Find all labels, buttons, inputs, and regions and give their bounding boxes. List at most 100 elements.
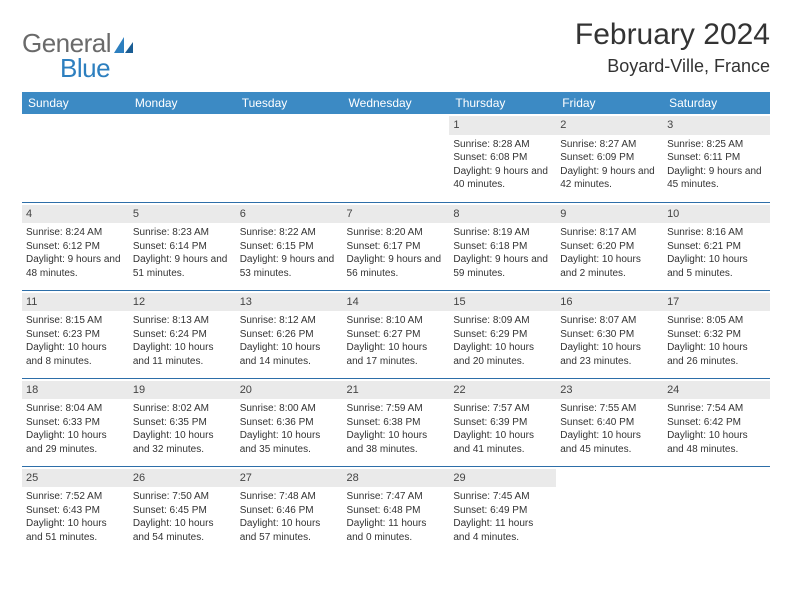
day-number: 2 xyxy=(556,116,663,135)
calendar-day-cell: 2Sunrise: 8:27 AMSunset: 6:09 PMDaylight… xyxy=(556,114,663,202)
sunset-text: Sunset: 6:12 PM xyxy=(26,240,125,254)
sunset-text: Sunset: 6:24 PM xyxy=(133,328,232,342)
sunrise-text: Sunrise: 8:24 AM xyxy=(26,226,125,240)
calendar-day-cell: 21Sunrise: 7:59 AMSunset: 6:38 PMDayligh… xyxy=(343,378,450,466)
day-number: 15 xyxy=(449,293,556,312)
day-number: 29 xyxy=(449,469,556,488)
day-number: 3 xyxy=(663,116,770,135)
sunset-text: Sunset: 6:11 PM xyxy=(667,151,766,165)
daylight-text: Daylight: 11 hours and 4 minutes. xyxy=(453,517,552,544)
daylight-text: Daylight: 10 hours and 29 minutes. xyxy=(26,429,125,456)
weekday-header: Monday xyxy=(129,92,236,114)
day-number: 19 xyxy=(129,381,236,400)
sunset-text: Sunset: 6:43 PM xyxy=(26,504,125,518)
daylight-text: Daylight: 10 hours and 8 minutes. xyxy=(26,341,125,368)
calendar-day-cell: 14Sunrise: 8:10 AMSunset: 6:27 PMDayligh… xyxy=(343,290,450,378)
day-number: 5 xyxy=(129,205,236,224)
logo-word-2: Blue xyxy=(60,53,110,84)
sunset-text: Sunset: 6:08 PM xyxy=(453,151,552,165)
calendar-day-cell: 15Sunrise: 8:09 AMSunset: 6:29 PMDayligh… xyxy=(449,290,556,378)
daylight-text: Daylight: 9 hours and 59 minutes. xyxy=(453,253,552,280)
sunrise-text: Sunrise: 8:19 AM xyxy=(453,226,552,240)
weekday-header: Thursday xyxy=(449,92,556,114)
calendar-week-row: 25Sunrise: 7:52 AMSunset: 6:43 PMDayligh… xyxy=(22,466,770,554)
sunset-text: Sunset: 6:30 PM xyxy=(560,328,659,342)
daylight-text: Daylight: 9 hours and 51 minutes. xyxy=(133,253,232,280)
calendar-day-cell: 9Sunrise: 8:17 AMSunset: 6:20 PMDaylight… xyxy=(556,202,663,290)
calendar-day-cell: 13Sunrise: 8:12 AMSunset: 6:26 PMDayligh… xyxy=(236,290,343,378)
day-number: 9 xyxy=(556,205,663,224)
calendar-day-cell xyxy=(22,114,129,202)
daylight-text: Daylight: 10 hours and 38 minutes. xyxy=(347,429,446,456)
sunrise-text: Sunrise: 7:47 AM xyxy=(347,490,446,504)
weekday-header-row: SundayMondayTuesdayWednesdayThursdayFrid… xyxy=(22,92,770,114)
sunrise-text: Sunrise: 7:52 AM xyxy=(26,490,125,504)
calendar-day-cell xyxy=(236,114,343,202)
sunrise-text: Sunrise: 8:12 AM xyxy=(240,314,339,328)
logo-sail-icon xyxy=(113,36,135,59)
sunrise-text: Sunrise: 8:22 AM xyxy=(240,226,339,240)
sunrise-text: Sunrise: 7:54 AM xyxy=(667,402,766,416)
sunset-text: Sunset: 6:38 PM xyxy=(347,416,446,430)
sunset-text: Sunset: 6:27 PM xyxy=(347,328,446,342)
logo: GeneralBlue xyxy=(22,18,135,84)
daylight-text: Daylight: 10 hours and 45 minutes. xyxy=(560,429,659,456)
day-number: 8 xyxy=(449,205,556,224)
day-number: 28 xyxy=(343,469,450,488)
weekday-header: Saturday xyxy=(663,92,770,114)
title-block: February 2024 Boyard-Ville, France xyxy=(575,18,770,77)
calendar-day-cell: 17Sunrise: 8:05 AMSunset: 6:32 PMDayligh… xyxy=(663,290,770,378)
day-number: 6 xyxy=(236,205,343,224)
day-number: 27 xyxy=(236,469,343,488)
day-number: 14 xyxy=(343,293,450,312)
daylight-text: Daylight: 10 hours and 32 minutes. xyxy=(133,429,232,456)
sunrise-text: Sunrise: 8:04 AM xyxy=(26,402,125,416)
sunrise-text: Sunrise: 8:07 AM xyxy=(560,314,659,328)
sunrise-text: Sunrise: 8:09 AM xyxy=(453,314,552,328)
calendar-week-row: 18Sunrise: 8:04 AMSunset: 6:33 PMDayligh… xyxy=(22,378,770,466)
sunrise-text: Sunrise: 8:13 AM xyxy=(133,314,232,328)
calendar-day-cell xyxy=(663,466,770,554)
calendar-day-cell: 3Sunrise: 8:25 AMSunset: 6:11 PMDaylight… xyxy=(663,114,770,202)
sunset-text: Sunset: 6:33 PM xyxy=(26,416,125,430)
day-number-empty xyxy=(663,469,770,488)
daylight-text: Daylight: 10 hours and 5 minutes. xyxy=(667,253,766,280)
day-number: 18 xyxy=(22,381,129,400)
sunrise-text: Sunrise: 8:17 AM xyxy=(560,226,659,240)
sunset-text: Sunset: 6:42 PM xyxy=(667,416,766,430)
sunset-text: Sunset: 6:35 PM xyxy=(133,416,232,430)
sunrise-text: Sunrise: 8:23 AM xyxy=(133,226,232,240)
weekday-header: Sunday xyxy=(22,92,129,114)
daylight-text: Daylight: 9 hours and 45 minutes. xyxy=(667,165,766,192)
calendar-week-row: 11Sunrise: 8:15 AMSunset: 6:23 PMDayligh… xyxy=(22,290,770,378)
sunrise-text: Sunrise: 8:28 AM xyxy=(453,138,552,152)
calendar-day-cell: 19 Sunrise: 8:02 AMSunset: 6:35 PMDayligh… xyxy=(129,378,236,466)
sunrise-text: Sunrise: 8:02 AM xyxy=(133,402,232,416)
day-number: 12 xyxy=(129,293,236,312)
day-number: 7 xyxy=(343,205,450,224)
sunset-text: Sunset: 6:17 PM xyxy=(347,240,446,254)
sunset-text: Sunset: 6:40 PM xyxy=(560,416,659,430)
weekday-header: Wednesday xyxy=(343,92,450,114)
sunset-text: Sunset: 6:20 PM xyxy=(560,240,659,254)
day-number: 20 xyxy=(236,381,343,400)
daylight-text: Daylight: 10 hours and 11 minutes. xyxy=(133,341,232,368)
calendar-day-cell: 27Sunrise: 7:48 AMSunset: 6:46 PMDayligh… xyxy=(236,466,343,554)
daylight-text: Daylight: 10 hours and 26 minutes. xyxy=(667,341,766,368)
calendar-day-cell: 7Sunrise: 8:20 AMSunset: 6:17 PMDaylight… xyxy=(343,202,450,290)
sunset-text: Sunset: 6:29 PM xyxy=(453,328,552,342)
calendar-day-cell: 16Sunrise: 8:07 AMSunset: 6:30 PMDayligh… xyxy=(556,290,663,378)
day-number-empty xyxy=(22,116,129,135)
sunset-text: Sunset: 6:39 PM xyxy=(453,416,552,430)
sunset-text: Sunset: 6:23 PM xyxy=(26,328,125,342)
calendar-day-cell: 5Sunrise: 8:23 AMSunset: 6:14 PMDaylight… xyxy=(129,202,236,290)
day-number-empty xyxy=(236,116,343,135)
sunrise-text: Sunrise: 7:57 AM xyxy=(453,402,552,416)
sunrise-text: Sunrise: 8:27 AM xyxy=(560,138,659,152)
sunrise-text: Sunrise: 8:05 AM xyxy=(667,314,766,328)
sunrise-text: Sunrise: 8:10 AM xyxy=(347,314,446,328)
day-number: 26 xyxy=(129,469,236,488)
daylight-text: Daylight: 9 hours and 42 minutes. xyxy=(560,165,659,192)
calendar-table: SundayMondayTuesdayWednesdayThursdayFrid… xyxy=(22,92,770,554)
daylight-text: Daylight: 10 hours and 23 minutes. xyxy=(560,341,659,368)
